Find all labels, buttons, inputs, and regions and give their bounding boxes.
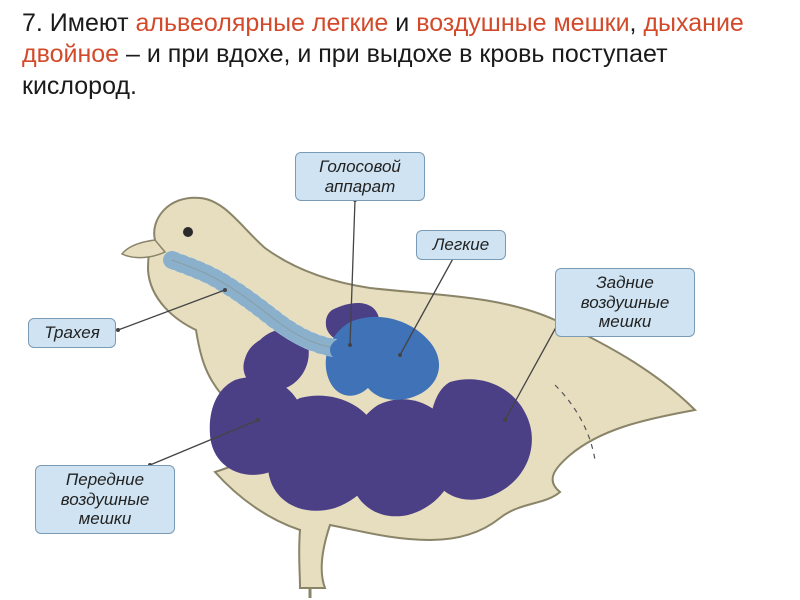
label-anterior-sacs: Передниевоздушныемешки	[35, 465, 175, 534]
bird-anatomy-diagram: Голосовойаппарат Легкие Задниевоздушныем…	[0, 150, 800, 600]
heading-text: 7. Имеют альвеолярные легкие и воздушные…	[22, 8, 770, 102]
label-lungs: Легкие	[416, 230, 506, 260]
label-posterior-sacs: Задниевоздушныемешки	[555, 268, 695, 337]
label-syrinx: Голосовойаппарат	[295, 152, 425, 201]
label-trachea: Трахея	[28, 318, 116, 348]
